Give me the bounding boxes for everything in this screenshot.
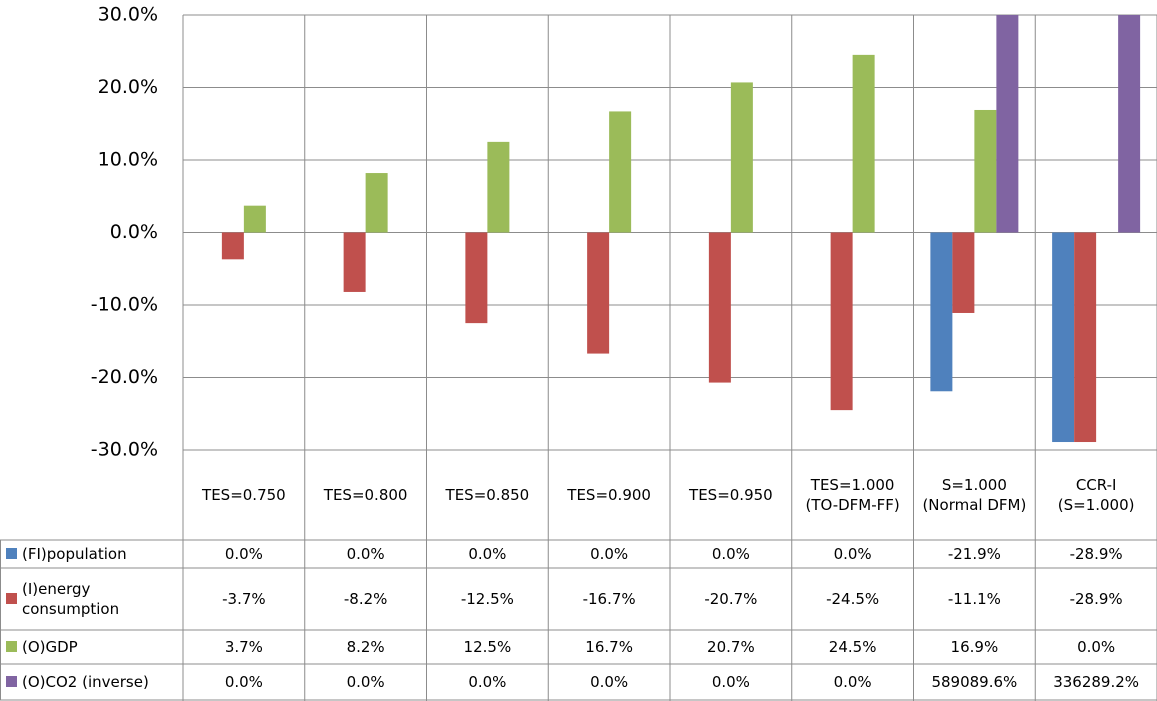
legend-key: [6, 676, 17, 687]
legend-label: (O)CO2 (inverse): [22, 673, 149, 691]
bar: [587, 232, 610, 354]
table-value: 589089.6%: [931, 673, 1018, 691]
bar: [1074, 232, 1097, 443]
y-tick-label: -30.0%: [91, 439, 158, 461]
bar: [365, 173, 388, 233]
table-value: 0.0%: [590, 545, 629, 563]
table-value: 0.0%: [346, 545, 385, 563]
table-value: 0.0%: [590, 673, 629, 691]
table-value: 0.0%: [833, 545, 872, 563]
table-value: 0.0%: [468, 673, 507, 691]
bar: [1052, 232, 1075, 443]
table-value: -12.5%: [460, 590, 514, 608]
bar: [974, 109, 997, 233]
legend-label: (O)GDP: [22, 638, 78, 656]
bar: [609, 111, 632, 233]
table-value: 0.0%: [711, 673, 750, 691]
table-value: 16.7%: [585, 638, 633, 656]
y-tick-label: 10.0%: [98, 149, 158, 171]
legend-label: (FI)population: [22, 545, 127, 563]
table-value: -28.9%: [1069, 545, 1123, 563]
bar: [730, 82, 753, 233]
y-tick-label: 20.0%: [98, 76, 158, 98]
legend-key: [6, 548, 17, 559]
bar: [343, 232, 366, 292]
table-value: -20.7%: [704, 590, 758, 608]
category-label: TES=0.800: [323, 486, 408, 504]
table-value: 3.7%: [224, 638, 263, 656]
category-label: TES=0.900: [567, 486, 651, 504]
table-value: 0.0%: [833, 673, 872, 691]
bars: [221, 15, 1141, 443]
bar: [1118, 15, 1141, 233]
table-value: 0.0%: [346, 673, 385, 691]
bar: [930, 232, 953, 392]
legend-key: [6, 641, 17, 652]
table-value: 0.0%: [224, 673, 263, 691]
table-value: 8.2%: [346, 638, 385, 656]
table-value: 0.0%: [224, 545, 263, 563]
bar: [952, 232, 975, 313]
table-value: 0.0%: [1077, 638, 1116, 656]
table-value: 24.5%: [828, 638, 877, 656]
bar: [852, 54, 875, 233]
bar: [708, 232, 731, 383]
y-tick-label: -10.0%: [91, 294, 158, 316]
table-value: -8.2%: [343, 590, 388, 608]
table-value: -24.5%: [826, 590, 880, 608]
table-value: 16.9%: [950, 638, 999, 656]
y-tick-label: -20.0%: [91, 366, 158, 388]
legend-label: (I)energy consumption: [22, 580, 120, 618]
table-value: 0.0%: [711, 545, 750, 563]
category-label: TES=0.950: [689, 486, 773, 504]
bar: [221, 232, 244, 260]
y-tick-label: 30.0%: [98, 4, 158, 26]
table-value: 12.5%: [463, 638, 512, 656]
bar: [465, 232, 488, 324]
table-value: 336289.2%: [1053, 673, 1140, 691]
table-value: -11.1%: [947, 590, 1001, 608]
table-value: 0.0%: [468, 545, 507, 563]
bar: [487, 141, 510, 233]
table-value: -28.9%: [1069, 590, 1123, 608]
y-tick-label: 0.0%: [110, 221, 158, 243]
legend-key: [6, 593, 17, 604]
bar: [830, 232, 853, 411]
table-value: -16.7%: [582, 590, 636, 608]
table-value: -21.9%: [947, 545, 1001, 563]
category-label: TES=0.850: [445, 486, 530, 504]
table-value: -3.7%: [222, 590, 266, 608]
category-label: CCR-I (S=1.000): [1057, 476, 1135, 514]
category-label: S=1.000 (Normal DFM): [922, 476, 1027, 514]
table-value: 20.7%: [707, 638, 755, 656]
bar: [243, 205, 266, 233]
category-label: TES=1.000 (TO-DFM-FF): [805, 476, 900, 514]
category-label: TES=0.750: [202, 486, 286, 504]
bar: [996, 15, 1019, 233]
